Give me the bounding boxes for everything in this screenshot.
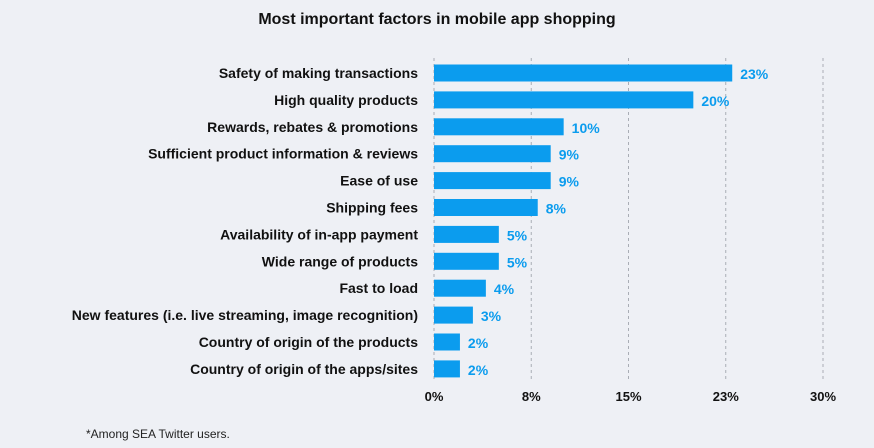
value-label: 2% <box>468 362 489 378</box>
category-label: Safety of making transactions <box>219 65 418 81</box>
value-label: 9% <box>559 147 580 163</box>
x-tick-label: 30% <box>810 389 836 404</box>
category-label: New features (i.e. live streaming, image… <box>72 307 418 323</box>
bar <box>434 145 551 163</box>
bar <box>434 64 733 82</box>
bar <box>434 306 473 324</box>
value-labels: 23% 20% 10% 9% 9% 8% 5% 5% 4% 3% 2% 2% <box>468 66 769 378</box>
bar <box>434 118 564 136</box>
category-label: Sufficient product information & reviews <box>148 146 418 162</box>
x-tick-label: 23% <box>713 389 739 404</box>
x-tick-label: 15% <box>615 389 641 404</box>
bar <box>434 279 486 297</box>
value-label: 4% <box>494 281 515 297</box>
category-label: Country of origin of the products <box>199 334 419 350</box>
value-label: 10% <box>572 120 601 136</box>
value-label: 9% <box>559 174 580 190</box>
footnote: *Among SEA Twitter users. <box>86 427 230 441</box>
bar <box>434 172 551 190</box>
x-tick-label: 8% <box>522 389 541 404</box>
category-label: Availability of in-app payment <box>220 226 418 242</box>
bar <box>434 333 460 351</box>
bar <box>434 91 694 109</box>
value-label: 2% <box>468 335 489 351</box>
category-labels: Safety of making transactions High qualit… <box>72 65 419 377</box>
bar-chart: Most important factors in mobile app sho… <box>72 11 837 404</box>
x-axis-ticks: 0% 8% 15% 23% 30% <box>425 389 837 404</box>
x-tick-label: 0% <box>425 389 444 404</box>
category-label: Shipping fees <box>326 200 418 216</box>
bars <box>434 64 733 378</box>
value-label: 5% <box>507 254 528 270</box>
category-label: Country of origin of the apps/sites <box>190 361 418 377</box>
value-label: 3% <box>481 308 502 324</box>
value-label: 20% <box>701 93 730 109</box>
value-label: 5% <box>507 227 528 243</box>
value-label: 23% <box>740 66 769 82</box>
bar <box>434 252 499 270</box>
bar <box>434 360 460 378</box>
category-label: Wide range of products <box>262 253 418 269</box>
category-label: Ease of use <box>340 173 418 189</box>
category-label: Rewards, rebates & promotions <box>207 119 418 135</box>
category-label: High quality products <box>274 92 418 108</box>
value-label: 8% <box>546 201 567 217</box>
category-label: Fast to load <box>339 280 418 296</box>
gridlines <box>433 58 824 382</box>
bar <box>434 225 499 243</box>
bar <box>434 199 538 216</box>
chart-title: Most important factors in mobile app sho… <box>258 11 615 28</box>
